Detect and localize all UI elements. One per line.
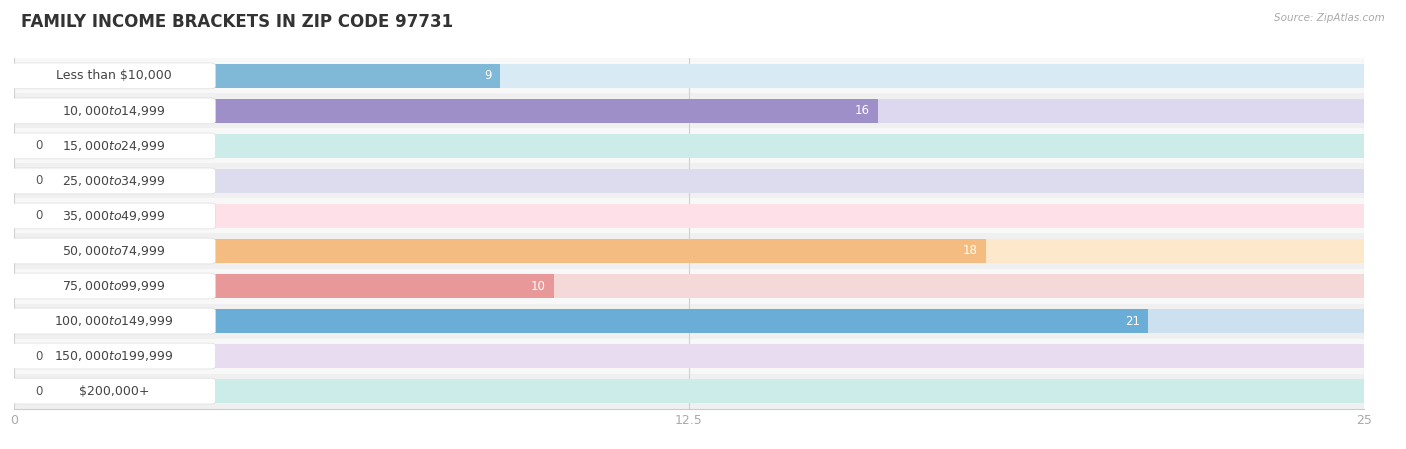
Text: $75,000 to $99,999: $75,000 to $99,999 <box>62 279 166 293</box>
Text: $15,000 to $24,999: $15,000 to $24,999 <box>62 139 166 153</box>
Bar <box>14 99 1364 123</box>
FancyBboxPatch shape <box>13 63 215 89</box>
Text: 10: 10 <box>531 280 546 292</box>
FancyBboxPatch shape <box>13 168 215 194</box>
Text: 0: 0 <box>35 210 44 222</box>
Text: $35,000 to $49,999: $35,000 to $49,999 <box>62 209 166 223</box>
Bar <box>14 379 1364 403</box>
Text: $25,000 to $34,999: $25,000 to $34,999 <box>62 174 166 188</box>
FancyBboxPatch shape <box>13 308 215 334</box>
Bar <box>14 269 1364 304</box>
Bar <box>14 309 1364 333</box>
Bar <box>14 374 1364 409</box>
Bar <box>14 128 1364 163</box>
FancyBboxPatch shape <box>13 273 215 299</box>
Bar <box>14 58 1364 93</box>
Bar <box>14 198 1364 233</box>
Bar <box>14 274 554 298</box>
Text: Less than $10,000: Less than $10,000 <box>56 70 172 82</box>
Bar <box>14 163 1364 198</box>
Bar <box>14 99 877 123</box>
Bar <box>14 134 1364 158</box>
Text: $100,000 to $149,999: $100,000 to $149,999 <box>55 314 174 328</box>
Text: 9: 9 <box>485 70 492 82</box>
Text: FAMILY INCOME BRACKETS IN ZIP CODE 97731: FAMILY INCOME BRACKETS IN ZIP CODE 97731 <box>21 13 453 31</box>
Bar <box>14 309 1147 333</box>
Bar <box>14 64 1364 88</box>
FancyBboxPatch shape <box>13 238 215 264</box>
FancyBboxPatch shape <box>13 343 215 369</box>
Bar <box>14 274 1364 298</box>
Text: 0: 0 <box>35 175 44 187</box>
Bar <box>14 204 1364 228</box>
FancyBboxPatch shape <box>13 98 215 124</box>
Bar <box>14 169 1364 193</box>
Text: 18: 18 <box>963 245 977 257</box>
Text: 0: 0 <box>35 140 44 152</box>
Text: $200,000+: $200,000+ <box>79 385 149 397</box>
Bar <box>14 239 1364 263</box>
Bar <box>14 339 1364 374</box>
Text: 21: 21 <box>1125 315 1140 327</box>
Text: 0: 0 <box>35 350 44 362</box>
Bar <box>14 93 1364 128</box>
FancyBboxPatch shape <box>13 203 215 229</box>
Text: $10,000 to $14,999: $10,000 to $14,999 <box>62 104 166 118</box>
Bar <box>14 64 501 88</box>
Text: 0: 0 <box>35 385 44 397</box>
Bar <box>14 304 1364 339</box>
FancyBboxPatch shape <box>13 378 215 404</box>
Text: Source: ZipAtlas.com: Source: ZipAtlas.com <box>1274 13 1385 23</box>
Bar <box>14 344 1364 368</box>
FancyBboxPatch shape <box>13 133 215 159</box>
Text: 16: 16 <box>855 105 870 117</box>
Text: $50,000 to $74,999: $50,000 to $74,999 <box>62 244 166 258</box>
Text: $150,000 to $199,999: $150,000 to $199,999 <box>55 349 174 363</box>
Bar <box>14 233 1364 269</box>
Bar <box>14 239 986 263</box>
